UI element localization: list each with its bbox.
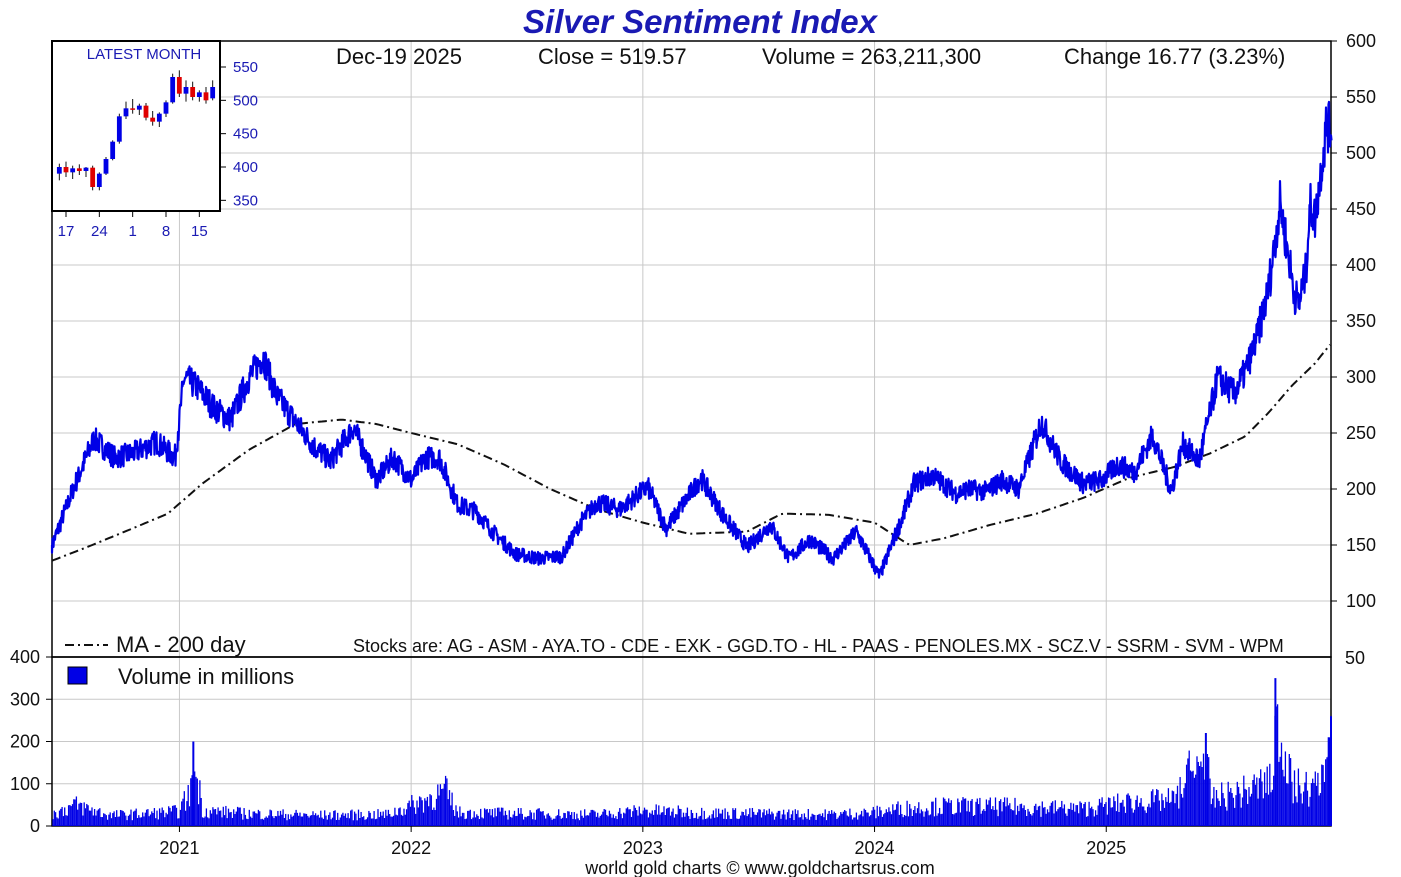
inset-y-tick-label: 500 [233, 92, 258, 109]
inset-candle-body [90, 167, 96, 187]
silver-sentiment-index-line [50, 100, 1333, 579]
volume-tick-label: 300 [10, 689, 40, 709]
inset-candle-body [170, 77, 176, 103]
inset-x-tick-label: 24 [91, 223, 108, 240]
inset-candle-body [203, 92, 209, 101]
inset-x-tick-label: 1 [128, 223, 136, 240]
info-change: Change 16.77 (3.23%) [1064, 44, 1285, 69]
inset-y-tick-label: 550 [233, 59, 258, 76]
price-axis-ticks: 100 150 200 250 300 350 400 450 500 550 600 [1331, 31, 1376, 611]
inset-candle-body [176, 77, 182, 94]
volume-tick-label: 200 [10, 732, 40, 752]
inset-candle-body [136, 105, 142, 110]
price-tick-label: 600 [1346, 31, 1376, 51]
inset-candle-body [190, 87, 196, 97]
inset-candle-body [163, 102, 169, 114]
volume-tick-label: 100 [10, 774, 40, 794]
inset-candle-body [130, 108, 136, 110]
price-tick-label: 250 [1346, 423, 1376, 443]
inset-candle-body [103, 159, 109, 174]
stocks-list: Stocks are: AG - ASM - AYA.TO - CDE - EX… [353, 636, 1284, 656]
chart-title: Silver Sentiment Index [523, 3, 879, 40]
latest-month-inset: LATEST MONTH 350 400 450 500 550 17 24 1 8 15 [51, 40, 258, 240]
x-tick-label: 2024 [855, 838, 895, 858]
inset-candle-body [210, 87, 216, 99]
price-tick-label: 200 [1346, 479, 1376, 499]
ma-legend: MA - 200 day [65, 632, 246, 657]
x-axis-ticks: 2021 2022 2023 2024 2025 [159, 826, 1126, 858]
volume-tick-label: 0 [30, 816, 40, 836]
ma-legend-label: MA - 200 day [116, 632, 246, 657]
inset-candle-body [70, 168, 76, 173]
inset-x-tick-label: 15 [191, 223, 208, 240]
inset-y-tick-label: 450 [233, 126, 258, 143]
price-tick-label: 450 [1346, 199, 1376, 219]
inset-candle-body [83, 167, 89, 171]
price-tick-label: 300 [1346, 367, 1376, 387]
x-tick-label: 2022 [391, 838, 431, 858]
info-date: Dec-19 2025 [336, 44, 462, 69]
price-tick-label: 500 [1346, 143, 1376, 163]
volume-legend-label: Volume in millions [118, 664, 294, 689]
x-tick-label: 2021 [159, 838, 199, 858]
volume-bars [52, 678, 1332, 826]
info-close: Close = 519.57 [538, 44, 687, 69]
inset-x-tick-label: 8 [162, 223, 170, 240]
price-tick-label: 100 [1346, 591, 1376, 611]
inset-candle-body [196, 92, 202, 97]
inset-candle-body [150, 117, 156, 122]
chart-footer: world gold charts © www.goldchartsrus.co… [584, 858, 934, 877]
volume-tick-label: 400 [10, 647, 40, 667]
inset-y-ticks: 350 400 450 500 550 [220, 59, 258, 209]
inset-candle-body [183, 87, 189, 94]
inset-candle-body [76, 168, 82, 171]
inset-x-tick-label: 17 [58, 223, 75, 240]
inset-title: LATEST MONTH [87, 46, 201, 63]
volume-legend: Volume in millions [67, 664, 294, 689]
inset-candles [56, 70, 216, 191]
volume-gridlines [52, 657, 1331, 826]
inset-frame [51, 40, 221, 212]
ma-200-day-line [51, 343, 1331, 562]
inset-candle-body [56, 167, 62, 174]
volume-axis-right-label: 50 [1345, 648, 1365, 668]
inset-candle-body [110, 141, 116, 159]
inset-y-tick-label: 350 [233, 192, 258, 209]
inset-x-ticks: 17 24 1 8 15 [58, 211, 208, 240]
inset-candle-body [123, 108, 129, 117]
inset-candle-body [116, 116, 122, 142]
price-tick-label: 550 [1346, 87, 1376, 107]
x-tick-label: 2025 [1086, 838, 1126, 858]
volume-axis-ticks: 0 100 200 300 400 [10, 647, 52, 836]
inset-candle-body [96, 173, 102, 187]
volume-legend-swatch [67, 666, 88, 685]
inset-candle-body [156, 113, 162, 122]
price-tick-label: 350 [1346, 311, 1376, 331]
inset-y-tick-label: 400 [233, 159, 258, 176]
price-tick-label: 400 [1346, 255, 1376, 275]
info-volume: Volume = 263,211,300 [762, 44, 981, 69]
inset-candle-body [143, 105, 149, 118]
price-tick-label: 150 [1346, 535, 1376, 555]
x-tick-label: 2023 [623, 838, 663, 858]
inset-candle-body [63, 167, 69, 173]
